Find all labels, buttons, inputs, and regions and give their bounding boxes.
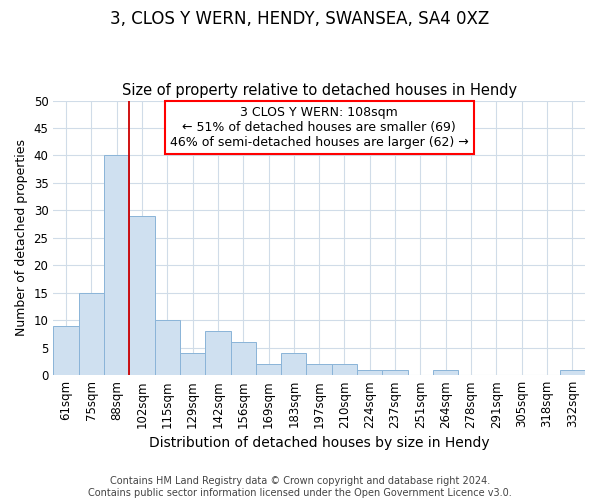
Bar bbox=[281, 353, 307, 375]
Bar bbox=[332, 364, 357, 375]
Bar bbox=[256, 364, 281, 375]
Title: Size of property relative to detached houses in Hendy: Size of property relative to detached ho… bbox=[122, 83, 517, 98]
Text: 3 CLOS Y WERN: 108sqm
← 51% of detached houses are smaller (69)
46% of semi-deta: 3 CLOS Y WERN: 108sqm ← 51% of detached … bbox=[170, 106, 469, 149]
Text: 3, CLOS Y WERN, HENDY, SWANSEA, SA4 0XZ: 3, CLOS Y WERN, HENDY, SWANSEA, SA4 0XZ bbox=[110, 10, 490, 28]
Bar bbox=[155, 320, 180, 375]
Bar bbox=[307, 364, 332, 375]
Bar bbox=[205, 331, 230, 375]
Bar bbox=[104, 156, 129, 375]
Bar bbox=[433, 370, 458, 375]
Bar bbox=[382, 370, 408, 375]
Bar bbox=[560, 370, 585, 375]
Bar bbox=[129, 216, 155, 375]
Bar bbox=[79, 293, 104, 375]
Y-axis label: Number of detached properties: Number of detached properties bbox=[15, 140, 28, 336]
Bar bbox=[357, 370, 382, 375]
X-axis label: Distribution of detached houses by size in Hendy: Distribution of detached houses by size … bbox=[149, 436, 490, 450]
Bar bbox=[180, 353, 205, 375]
Text: Contains HM Land Registry data © Crown copyright and database right 2024.
Contai: Contains HM Land Registry data © Crown c… bbox=[88, 476, 512, 498]
Bar bbox=[230, 342, 256, 375]
Bar bbox=[53, 326, 79, 375]
